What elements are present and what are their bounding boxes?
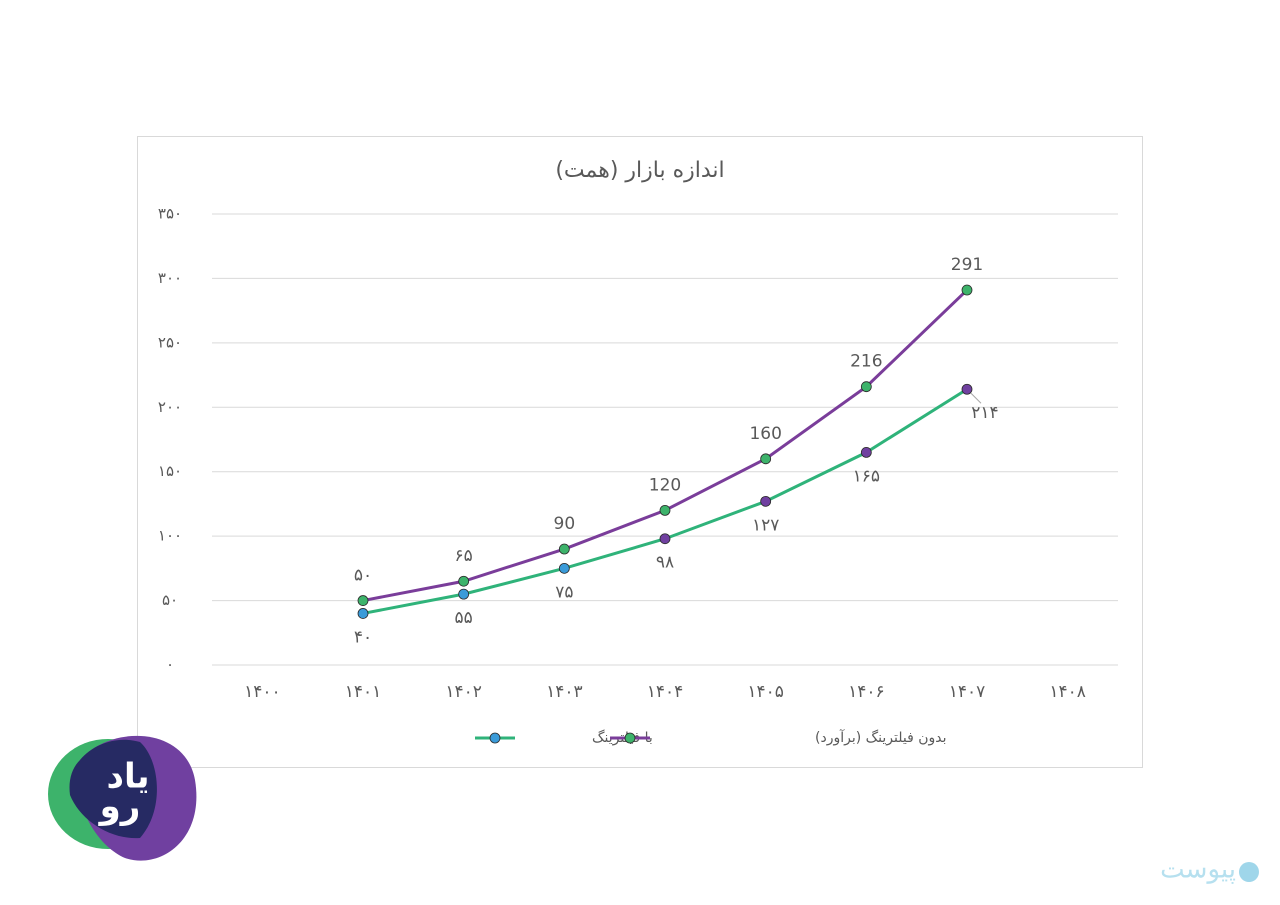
x-tick-label: ۱۴۰۷ — [949, 682, 986, 702]
y-tick-label: ۲۵۰ — [158, 333, 182, 351]
y-tick-label: ۱۵۰ — [158, 462, 182, 480]
logo: یاد رو — [48, 735, 197, 861]
x-tick-label: ۱۴۰۵ — [747, 682, 784, 702]
data-label: ۹۸ — [656, 553, 674, 573]
logo-text: یاد — [107, 757, 150, 797]
data-label: 90 — [554, 514, 576, 534]
leader-line — [970, 392, 982, 404]
data-label: 120 — [649, 475, 681, 495]
marker — [760, 453, 772, 465]
x-tick-label: ۱۴۰۸ — [1049, 682, 1086, 702]
data-label: ۵۵ — [455, 608, 473, 628]
y-tick-label: ۵۰ — [162, 591, 178, 609]
data-label: ۴۰ — [354, 627, 372, 647]
y-tick-label: ۳۰۰ — [158, 269, 182, 287]
marker — [760, 495, 772, 507]
logo-text: رو — [98, 787, 141, 827]
marker — [558, 562, 570, 574]
marker — [659, 533, 671, 545]
chart-title: اندازه بازار (همت) — [555, 158, 724, 183]
legend-marker — [624, 732, 636, 744]
data-label: ۵۰ — [354, 566, 372, 586]
y-tick-label: ۳۵۰ — [158, 205, 182, 223]
legend-marker — [489, 732, 501, 744]
legend-label: بدون فیلترینگ (برآورد) — [815, 729, 947, 746]
x-tick-label: ۱۴۰۰ — [244, 682, 281, 702]
x-tick-label: ۱۴۰۳ — [546, 682, 583, 702]
x-tick-label: ۱۴۰۴ — [647, 682, 684, 702]
marker — [860, 381, 872, 393]
marker — [357, 595, 369, 606]
data-label: ۷۵ — [555, 582, 573, 602]
data-label: 216 — [850, 352, 882, 372]
y-tick-label: ۱۰۰ — [158, 527, 182, 545]
y-tick-label: ۲۰۰ — [158, 398, 182, 416]
data-label: 160 — [749, 424, 781, 444]
marker — [961, 383, 973, 395]
x-tick-label: ۱۴۰۲ — [445, 682, 482, 702]
data-label: ۱۶۵ — [853, 466, 880, 486]
chart-frame — [137, 136, 1143, 768]
marker — [357, 608, 369, 619]
marker — [458, 575, 470, 587]
data-label: ۶۵ — [455, 546, 473, 566]
marker — [659, 504, 671, 516]
marker — [458, 588, 470, 600]
marker — [860, 446, 872, 458]
marker — [961, 284, 973, 296]
x-tick-label: ۱۴۰۶ — [848, 682, 885, 702]
marker — [558, 543, 570, 555]
data-label: ۲۱۴ — [971, 403, 998, 423]
y-tick-label: ۰ — [166, 656, 174, 674]
watermark-icon — [1239, 862, 1259, 882]
x-tick-label: ۱۴۰۱ — [345, 682, 382, 702]
watermark: پیوست — [1160, 855, 1236, 885]
data-label: 291 — [951, 255, 983, 275]
data-label: ۱۲۷ — [752, 515, 779, 535]
